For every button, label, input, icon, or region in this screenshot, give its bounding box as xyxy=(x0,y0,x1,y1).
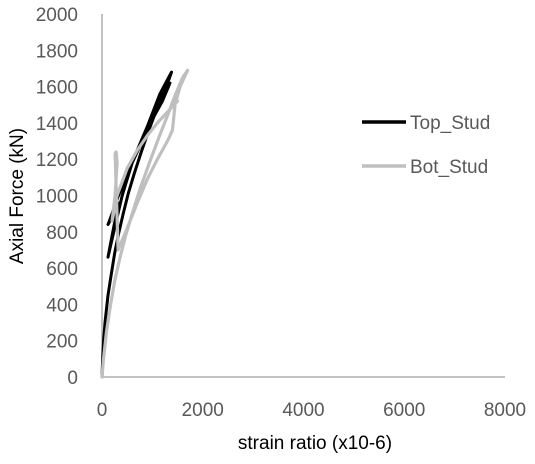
y-tick-label: 400 xyxy=(46,295,78,316)
series-line-bot-stud xyxy=(100,68,190,379)
y-tick-label: 1200 xyxy=(36,150,78,171)
y-tick-label: 200 xyxy=(46,332,78,353)
y-tick-label: 800 xyxy=(46,223,78,244)
y-tick-label: 0 xyxy=(67,368,78,389)
y-tick-label: 1000 xyxy=(36,187,78,208)
x-axis: 0 2000 4000 6000 8000 xyxy=(97,376,526,421)
y-axis: 0 200 400 600 800 1000 1200 1400 1600 1800 2000 xyxy=(36,5,103,389)
x-axis-title: strain ratio (x10-6) xyxy=(238,433,392,454)
series-group xyxy=(100,68,190,379)
y-tick-label: 600 xyxy=(46,259,78,280)
y-tick-label: 1600 xyxy=(36,78,78,99)
x-tick-label: 8000 xyxy=(484,400,526,421)
x-tick-label: 0 xyxy=(97,400,108,421)
legend: Top_Stud Bot_Stud xyxy=(362,113,490,178)
x-tick-label: 2000 xyxy=(182,400,224,421)
y-tick-label: 2000 xyxy=(36,5,78,26)
y-axis-title: Axial Force (kN) xyxy=(7,128,28,264)
y-tick-label: 1800 xyxy=(36,41,78,62)
legend-label-top-stud: Top_Stud xyxy=(410,113,490,134)
y-tick-label: 1400 xyxy=(36,114,78,135)
legend-label-bot-stud: Bot_Stud xyxy=(410,157,488,178)
x-tick-label: 4000 xyxy=(282,400,324,421)
x-tick-label: 6000 xyxy=(383,400,425,421)
